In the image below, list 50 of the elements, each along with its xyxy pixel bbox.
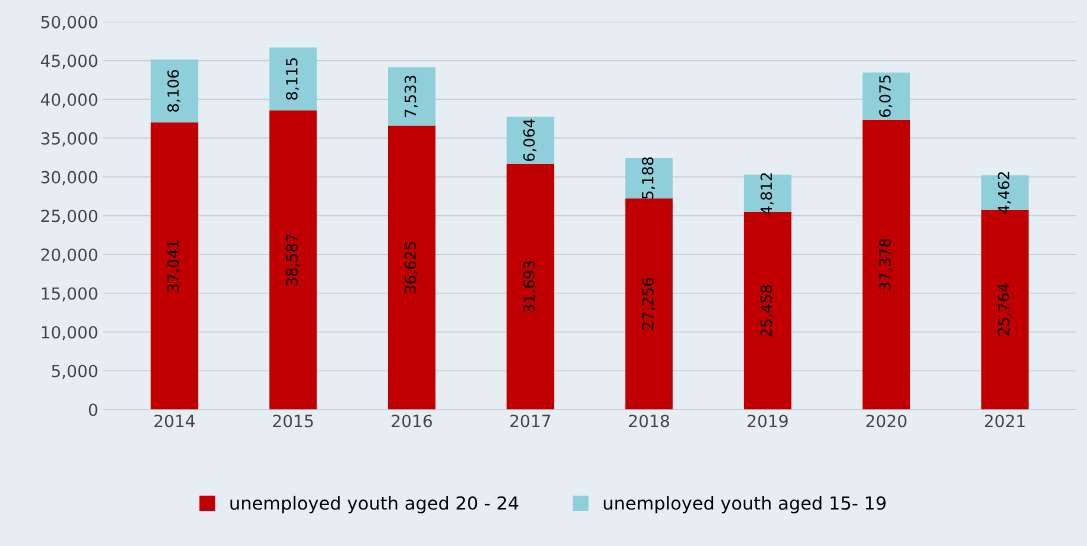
y-tick-label: 0: [88, 403, 98, 417]
bar: [862, 119, 911, 410]
bar: [150, 59, 199, 123]
y-tick-label: 20,000: [41, 248, 98, 263]
bar: [743, 174, 792, 213]
data-label: 6,075: [879, 75, 893, 117]
y-tick-label: 15,000: [41, 287, 98, 302]
y-tick-label: 40,000: [40, 93, 98, 108]
bar: [269, 47, 317, 111]
bar: [506, 116, 555, 164]
data-label: 37,378: [879, 238, 893, 291]
data-label: 7,533: [404, 75, 418, 117]
y-tick-label: 35,000: [41, 132, 98, 147]
data-label: 27,256: [641, 278, 656, 330]
y-tick-label: 25,000: [41, 209, 98, 224]
bar: [388, 67, 436, 126]
bar: [506, 163, 555, 410]
x-tick-label: 2018: [629, 414, 670, 428]
x-tick-label: 2014: [154, 414, 195, 428]
y-tick-label: 50,000: [41, 15, 98, 31]
bar: [150, 122, 199, 410]
bar: [625, 198, 673, 410]
data-label: 31,693: [523, 261, 537, 313]
legend-label: unemployed youth aged 20 - 24: [230, 495, 519, 514]
y-tick-label: 30,000: [41, 170, 98, 186]
data-label: 37,041: [167, 240, 181, 292]
data-label: 8,115: [285, 58, 300, 100]
data-label: 4,462: [997, 172, 1011, 214]
bar: [625, 157, 673, 199]
x-tick-label: 2017: [510, 414, 551, 428]
x-tick-label: 2019: [747, 414, 788, 428]
bar: [388, 125, 436, 410]
x-tick-label: 2016: [391, 414, 432, 428]
data-label: 25,458: [760, 285, 774, 337]
y-tick-label: 45,000: [40, 54, 98, 69]
data-label: 8,106: [167, 69, 181, 112]
data-label: 4,812: [760, 173, 774, 215]
data-label: 36,625: [404, 242, 418, 294]
x-tick-label: 2021: [984, 414, 1025, 428]
legend-label: unemployed youth aged 15- 19: [603, 495, 886, 514]
data-label: 25,764: [997, 283, 1011, 336]
data-label: 38,587: [285, 234, 300, 286]
x-tick-label: 2015: [273, 414, 313, 428]
data-label: 5,188: [641, 157, 656, 199]
bar: [862, 72, 911, 120]
y-tick-label: 10,000: [41, 325, 98, 341]
x-tick-label: 2020: [866, 414, 907, 428]
bar: [269, 110, 317, 410]
y-tick-label: 5,000: [51, 364, 98, 379]
data-label: 6,064: [523, 119, 537, 162]
